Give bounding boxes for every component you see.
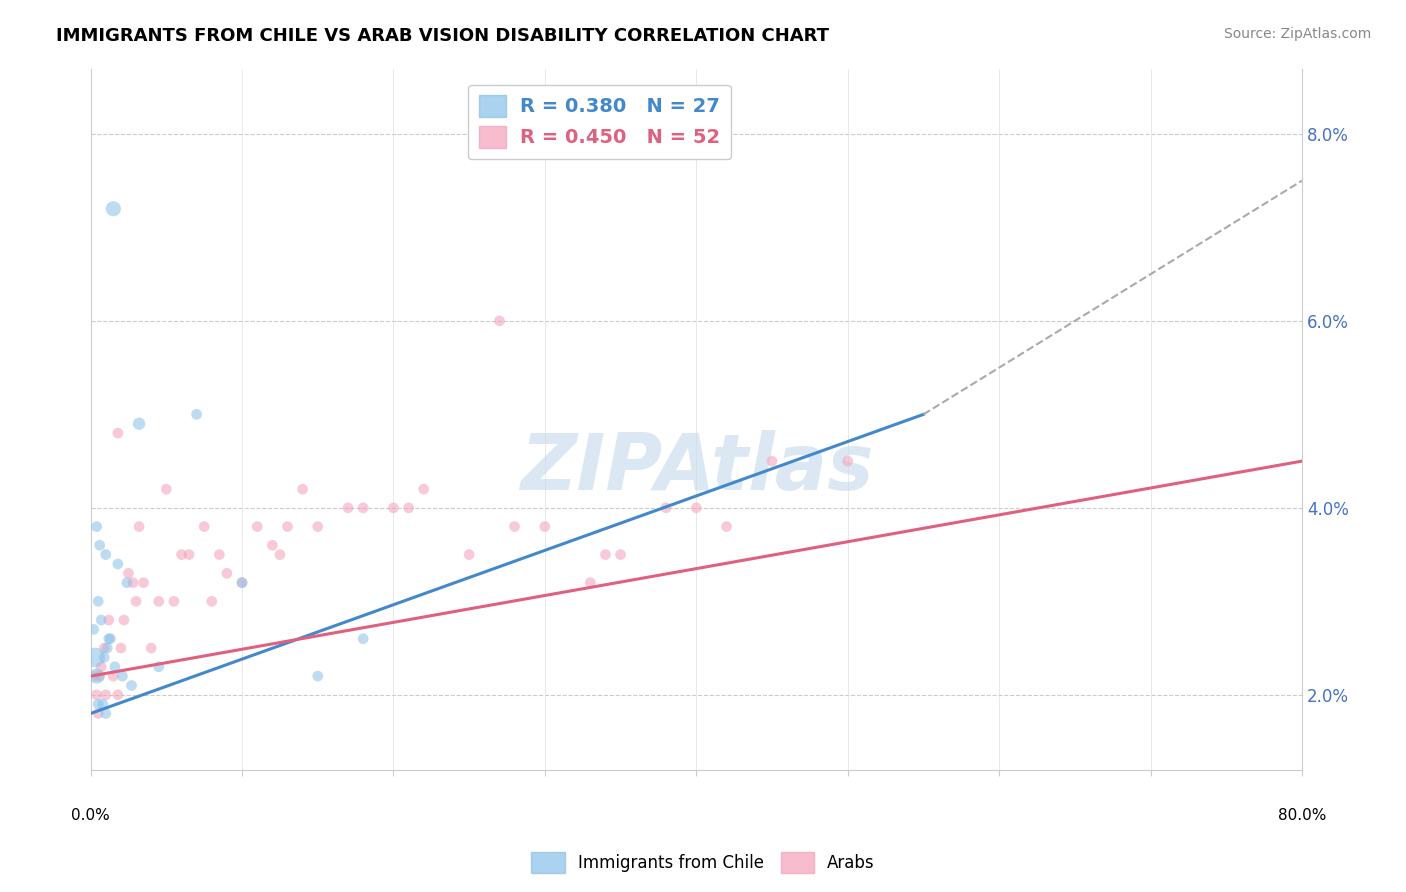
Point [87,706,110,721]
Point [112,613,135,627]
Point [110,641,132,656]
Text: 0.0%: 0.0% [72,808,110,823]
Point [121,678,143,692]
Point [262,538,284,552]
Point [86,519,108,533]
Point [94,688,117,702]
Text: ZIPAtlas: ZIPAtlas [520,430,873,506]
Point [90,659,112,673]
Point [488,314,510,328]
Point [208,548,231,562]
Point [231,575,253,590]
Point [337,500,360,515]
Point [685,500,707,515]
Point [90,613,112,627]
Point [595,548,617,562]
Point [837,454,859,468]
Point [246,519,269,533]
Point [93,650,115,665]
Point [104,659,127,673]
Point [125,594,148,608]
Point [201,594,224,608]
Point [534,519,557,533]
Point [97,632,120,646]
Point [382,500,405,515]
Point [716,519,738,533]
Point [103,202,125,216]
Point [111,669,134,683]
Point [86,688,108,702]
Point [761,454,783,468]
Point [87,697,110,711]
Point [352,500,374,515]
Point [94,548,117,562]
Point [170,548,193,562]
Point [96,641,118,656]
Point [307,519,329,533]
Point [503,519,526,533]
Point [352,632,374,646]
Point [163,594,186,608]
Point [609,548,631,562]
Point [93,641,115,656]
Point [128,519,150,533]
Point [97,613,120,627]
Point [83,623,105,637]
Text: IMMIGRANTS FROM CHILE VS ARAB VISION DISABILITY CORRELATION CHART: IMMIGRANTS FROM CHILE VS ARAB VISION DIS… [56,27,830,45]
Point [579,575,602,590]
Point [458,548,481,562]
Point [89,669,111,683]
Point [412,482,434,496]
Point [215,566,238,581]
Point [141,641,163,656]
Point [107,557,129,571]
Text: 80.0%: 80.0% [1278,808,1326,823]
Point [122,575,145,590]
Point [84,650,107,665]
Point [117,566,139,581]
Point [91,697,114,711]
Point [128,417,150,431]
Point [132,575,155,590]
Text: Source: ZipAtlas.com: Source: ZipAtlas.com [1223,27,1371,41]
Point [148,594,170,608]
Point [398,500,420,515]
Point [193,519,215,533]
Point [86,669,108,683]
Point [115,575,138,590]
Point [291,482,314,496]
Point [269,548,291,562]
Point [89,538,111,552]
Point [98,632,121,646]
Point [155,482,177,496]
Point [177,548,200,562]
Point [94,706,117,721]
Point [103,669,125,683]
Legend: Immigrants from Chile, Arabs: Immigrants from Chile, Arabs [524,846,882,880]
Point [148,659,170,673]
Point [655,500,678,515]
Point [231,575,253,590]
Point [87,594,110,608]
Legend: R = 0.380   N = 27, R = 0.450   N = 52: R = 0.380 N = 27, R = 0.450 N = 52 [468,85,731,160]
Point [276,519,298,533]
Point [307,669,329,683]
Point [107,426,129,441]
Point [84,669,107,683]
Point [186,408,208,422]
Point [107,688,129,702]
